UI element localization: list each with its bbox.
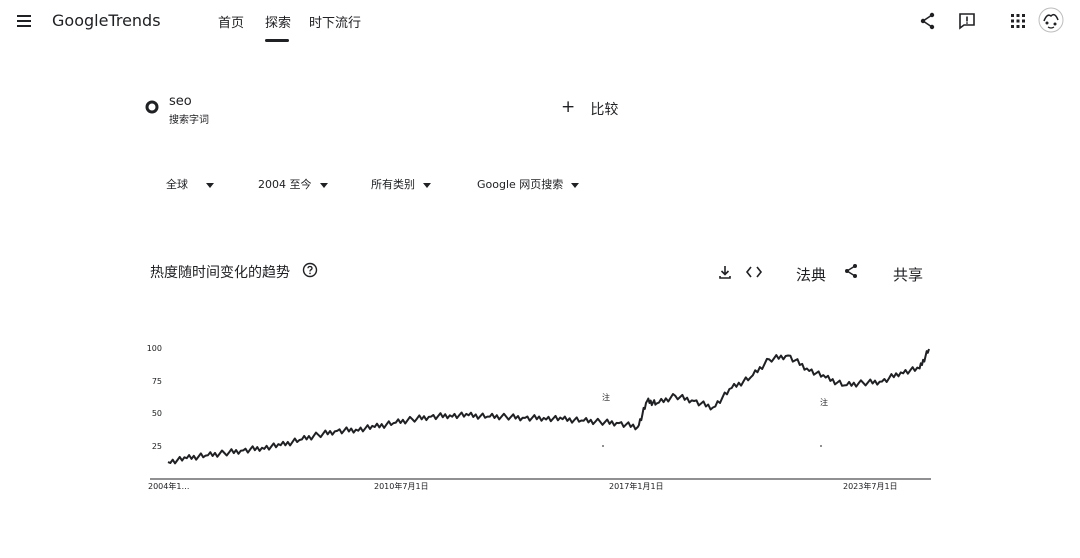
x-tick-label: 2010年7月1日	[374, 482, 429, 491]
region-filter[interactable]: 全球	[166, 176, 214, 192]
time-filter-label: 2004 至今	[258, 178, 312, 191]
y-tick-label: 100	[146, 344, 162, 353]
share-icon[interactable]	[918, 11, 938, 31]
chart-annotation-note[interactable]: 注	[602, 392, 610, 402]
category-filter[interactable]: 所有类别	[371, 176, 431, 192]
help-icon[interactable]	[302, 262, 318, 278]
share-label[interactable]: 共享	[893, 266, 924, 284]
menu-icon[interactable]	[17, 13, 33, 27]
active-tab-indicator	[265, 39, 289, 42]
search-term-type: 搜索字词	[169, 115, 209, 126]
time-filter[interactable]: 2004 至今	[258, 176, 328, 192]
x-tick-label: 2017年1月1日	[609, 482, 664, 491]
compare-label: 比较	[590, 102, 619, 118]
series-line	[167, 348, 930, 465]
series-circle-icon	[145, 100, 159, 114]
x-tick-label: 2023年7月1日	[843, 482, 898, 491]
chevron-down-icon	[423, 182, 431, 188]
category-filter-label: 所有类别	[371, 178, 415, 191]
download-icon[interactable]	[717, 264, 733, 280]
feedback-icon[interactable]	[957, 11, 977, 31]
x-tick-label: 2004年1…	[148, 482, 190, 491]
compare-button[interactable]: + 比较	[561, 97, 619, 119]
chevron-down-icon	[206, 182, 214, 188]
property-filter-label: Google 网页搜索	[477, 178, 564, 191]
chevron-down-icon	[319, 182, 328, 188]
section-title: 热度随时间变化的趋势	[150, 265, 290, 281]
tab-trending[interactable]: 时下流行	[309, 16, 362, 31]
apps-grid-icon[interactable]	[1008, 11, 1028, 31]
google-trends-logo[interactable]: GoogleTrends	[52, 11, 161, 30]
avatar[interactable]	[1038, 7, 1064, 33]
embed-code-icon[interactable]	[745, 264, 763, 280]
embed-label[interactable]: 法典	[796, 266, 827, 284]
chevron-down-icon	[571, 182, 580, 188]
search-term-chip[interactable]: seo 搜索字词	[145, 94, 345, 128]
tab-home[interactable]: 首页	[218, 16, 245, 31]
region-filter-label: 全球	[166, 178, 188, 191]
y-tick-label: 50	[151, 409, 162, 418]
share-chart-icon[interactable]	[843, 263, 859, 279]
y-tick-label: 25	[151, 441, 162, 451]
search-term-label: seo	[169, 94, 192, 109]
tab-explore[interactable]: 探索	[265, 16, 292, 31]
y-tick-label: 75	[151, 376, 162, 386]
plus-icon: +	[561, 97, 576, 117]
property-filter[interactable]: Google 网页搜索	[477, 176, 580, 192]
chart-annotation-note[interactable]: 注	[820, 397, 828, 407]
